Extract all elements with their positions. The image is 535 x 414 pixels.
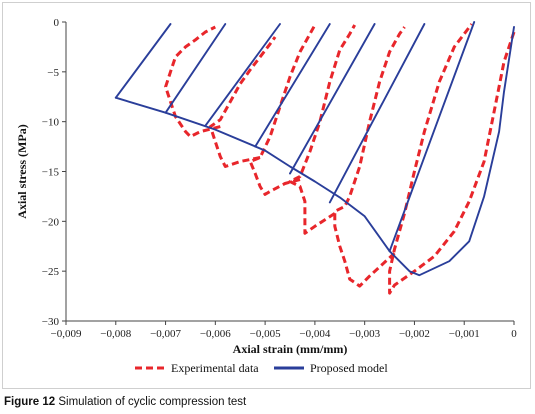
y-tick-label: 0 (54, 17, 60, 29)
series-line (288, 24, 357, 235)
x-tick-label: −0,006 (200, 328, 231, 340)
x-tick-label: −0,008 (100, 328, 131, 340)
series-line (333, 26, 406, 288)
series-line (328, 23, 426, 204)
x-tick-label: −0,002 (399, 328, 430, 340)
chart: 0 −5 −10 −15 −20 −25 −30−0,009 −0,008 −0,007 −0,0… (15, 17, 517, 375)
y-tick-label: −30 (42, 316, 60, 328)
series-line (388, 21, 476, 253)
legend: Experimental data Proposed model (135, 361, 388, 375)
figure-caption: Figure 12 Simulation of cyclic compressi… (4, 396, 246, 408)
x-tick-label: −0,004 (299, 328, 330, 340)
series-experimental-data (164, 23, 516, 295)
caption-text: Simulation of cyclic compression test (58, 396, 247, 408)
series-layer (114, 21, 516, 295)
series-line (254, 23, 331, 148)
x-tick-label: −0,001 (449, 328, 480, 340)
legend-label: Proposed model (310, 361, 388, 375)
series-line (164, 23, 227, 114)
series-line (164, 25, 221, 139)
y-tick-label: −10 (42, 117, 60, 129)
series-line (114, 96, 391, 253)
x-tick-label: −0,009 (51, 328, 82, 340)
y-tick-label: −15 (42, 167, 60, 179)
legend-label: Experimental data (171, 361, 259, 375)
caption-label: Figure 12 (4, 396, 56, 408)
series-line (289, 23, 376, 175)
x-tick-label: −0,007 (150, 328, 181, 340)
series-line (388, 23, 516, 295)
x-tick-label: −0,003 (349, 328, 380, 340)
labels: 0 −5 −10 −15 −20 −25 −30−0,009 −0,008 −0,007 −0,0… (15, 17, 517, 356)
y-tick-label: −20 (42, 216, 60, 228)
plot-frame (2, 2, 531, 389)
series-line (388, 26, 515, 277)
series-proposed-model (114, 21, 515, 277)
y-axis-title: Axial stress (MPa) (15, 124, 29, 218)
series-line (204, 23, 281, 127)
y-tick-label: −25 (42, 266, 60, 278)
series-line (208, 36, 277, 168)
series-line (114, 23, 172, 99)
y-tick-label: −5 (47, 67, 59, 79)
x-axis-title: Axial strain (mm/mm) (233, 342, 348, 356)
x-tick-label: −0,005 (250, 328, 281, 340)
axes (62, 21, 515, 325)
x-tick-label: 0 (511, 328, 517, 340)
